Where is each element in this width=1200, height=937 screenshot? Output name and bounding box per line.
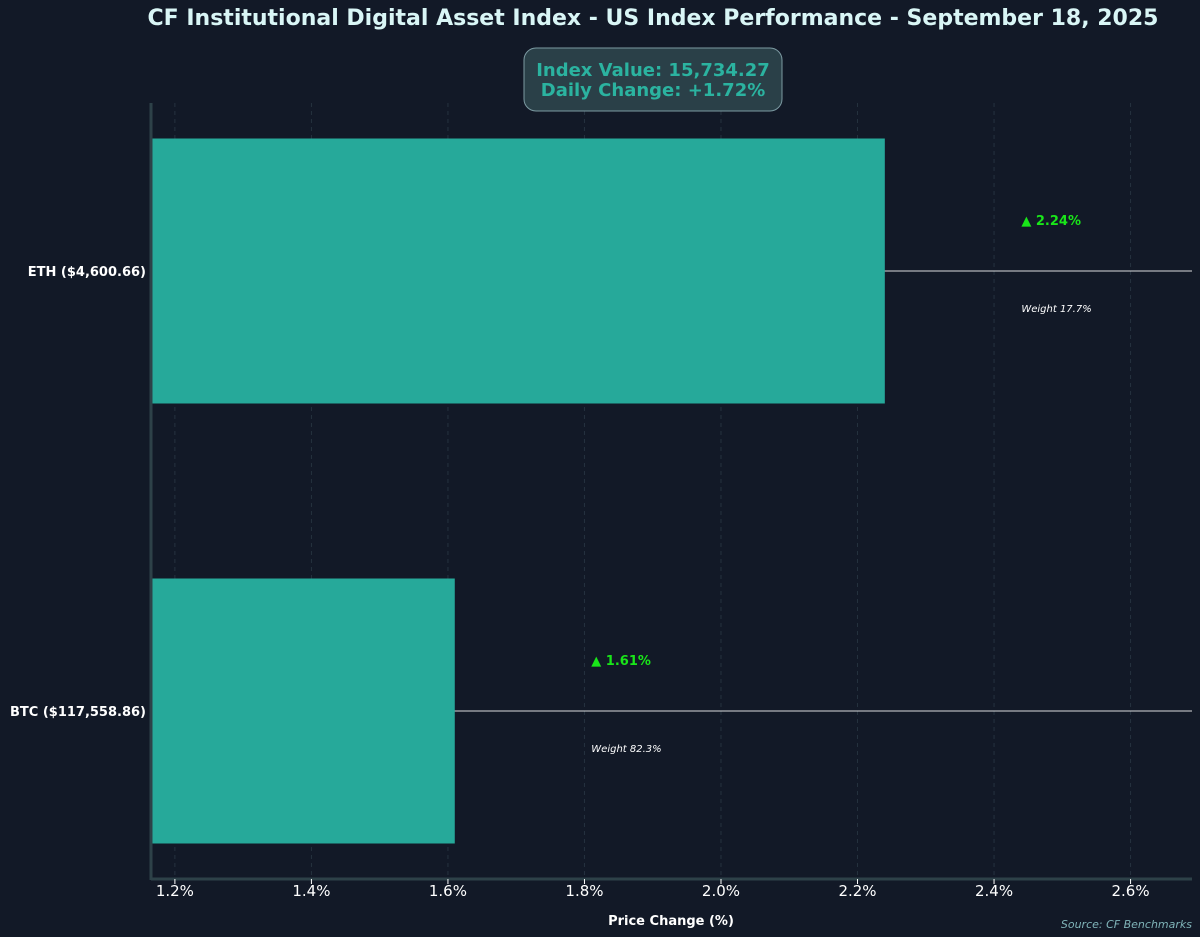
weight-label: Weight 82.3% [591, 744, 661, 755]
x-tick-label: 2.0% [702, 882, 740, 900]
bar-0 [151, 138, 885, 404]
info-box-background [523, 47, 783, 112]
x-tick-label: 1.6% [429, 882, 467, 900]
x-tick-label: 1.8% [565, 882, 603, 900]
x-tick-label: 2.6% [1112, 882, 1150, 900]
y-tick-label: BTC ($117,558.86) [10, 705, 146, 720]
annotations: ▲ 2.24% Weight 17.7% ▲ 1.61% Weight 82.3% [591, 214, 1091, 755]
x-tick-label: 1.4% [292, 882, 330, 900]
bar-1 [151, 578, 455, 844]
daily-change-text: Daily Change: +1.72% [541, 80, 766, 101]
axes [149, 103, 1192, 881]
value-label: ▲ 2.24% [1021, 214, 1081, 229]
x-axis-label: Price Change (%) [608, 914, 734, 929]
x-ticks: 1.2% 1.4% 1.6% 1.8% 2.0% 2.2% 2.4% 2.6% [156, 879, 1150, 900]
y-labels: ETH ($4,600.66) BTC ($117,558.86) [10, 265, 146, 720]
weight-label: Weight 17.7% [1021, 304, 1091, 315]
source-label: Source: CF Benchmarks [1061, 918, 1192, 931]
y-tick-label: ETH ($4,600.66) [28, 265, 146, 280]
x-tick-label: 2.4% [975, 882, 1013, 900]
bars [151, 138, 1192, 844]
chart-title: CF Institutional Digital Asset Index - U… [148, 6, 1159, 31]
index-value-text: Index Value: 15,734.27 [536, 60, 770, 81]
info-box: Index Value: 15,734.27 Daily Change: +1.… [523, 47, 783, 112]
x-tick-label: 1.2% [156, 882, 194, 900]
x-tick-label: 2.2% [838, 882, 876, 900]
value-label: ▲ 1.61% [591, 654, 651, 669]
